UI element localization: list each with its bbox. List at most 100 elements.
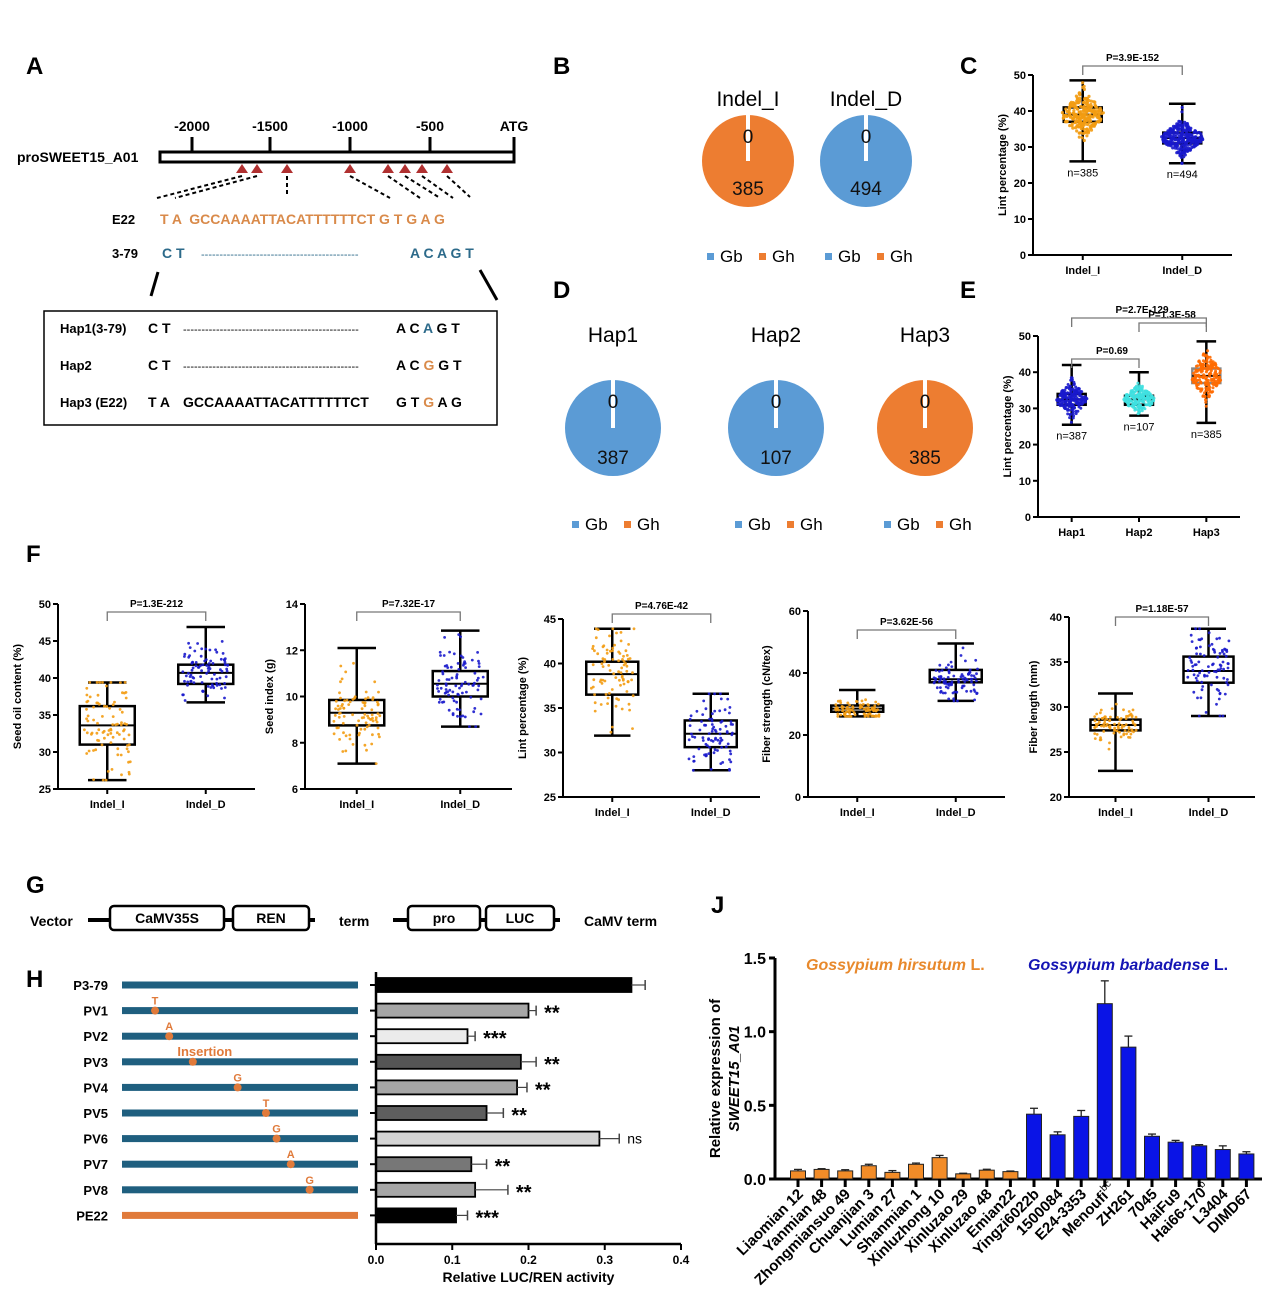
panel-letter-c: C bbox=[960, 53, 977, 80]
data-point bbox=[952, 697, 956, 701]
data-point bbox=[1221, 714, 1225, 718]
haplotype-gap: ----------------------------------------… bbox=[183, 361, 359, 373]
promoter-activity-chart: P3-79 PV1 ** PV2 *** PV3 ** PV4 ** PV5 ** PV6 ns PV7 *… bbox=[73, 972, 690, 1285]
box-indel_i bbox=[78, 681, 136, 782]
data-point bbox=[104, 778, 108, 782]
data-point bbox=[1215, 383, 1219, 387]
haplotype-left: T A bbox=[148, 394, 170, 410]
data-point bbox=[1112, 731, 1116, 735]
data-point bbox=[127, 760, 130, 764]
data-point bbox=[1147, 392, 1151, 396]
data-point bbox=[631, 671, 634, 675]
species-suffix: L. bbox=[966, 957, 985, 974]
data-point bbox=[939, 678, 943, 681]
data-point bbox=[127, 733, 131, 737]
data-point bbox=[184, 674, 188, 678]
x-tick-label: Indel_D bbox=[1162, 265, 1202, 277]
data-point bbox=[613, 643, 616, 647]
data-point bbox=[624, 662, 627, 665]
data-point bbox=[848, 712, 852, 715]
data-point bbox=[718, 742, 722, 745]
data-point bbox=[729, 760, 733, 764]
data-point bbox=[1198, 627, 1201, 631]
p-value-label: P=1.3E-58 bbox=[1148, 310, 1196, 321]
data-point bbox=[934, 669, 938, 672]
data-point bbox=[1191, 377, 1195, 381]
data-point bbox=[1093, 732, 1097, 735]
data-point bbox=[725, 731, 729, 734]
data-point bbox=[473, 681, 476, 685]
data-point bbox=[610, 725, 614, 729]
y-tick-label: 30 bbox=[544, 748, 556, 760]
data-point bbox=[1142, 396, 1146, 399]
y-tick-label: 0 bbox=[795, 792, 801, 804]
data-point bbox=[1194, 676, 1198, 680]
data-points bbox=[1060, 81, 1105, 143]
data-point bbox=[1190, 661, 1194, 664]
activity-bar bbox=[375, 1207, 457, 1224]
data-point bbox=[188, 654, 192, 657]
data-point bbox=[1197, 714, 1201, 718]
haplotype-variant-base: G bbox=[423, 394, 434, 410]
data-point bbox=[116, 722, 119, 726]
data-point bbox=[441, 672, 445, 676]
expression-bar bbox=[931, 1157, 948, 1180]
data-point bbox=[619, 671, 623, 674]
data-point bbox=[728, 711, 731, 715]
data-point bbox=[1127, 730, 1130, 733]
data-point bbox=[1128, 398, 1132, 402]
data-point bbox=[946, 686, 950, 690]
variant-label: Insertion bbox=[177, 1044, 232, 1059]
data-point bbox=[1217, 689, 1221, 692]
data-point bbox=[225, 669, 229, 673]
data-point bbox=[1093, 737, 1097, 740]
data-point bbox=[620, 666, 624, 670]
panel-h: H P3-79 PV1 ** PV2 *** PV3 ** PV4 ** PV5 ** PV6 ns PV… bbox=[26, 966, 690, 1285]
data-point bbox=[437, 679, 441, 682]
data-point bbox=[103, 704, 106, 708]
data-point bbox=[687, 757, 691, 761]
data-points bbox=[687, 692, 734, 772]
data-point bbox=[363, 713, 367, 716]
data-point bbox=[625, 664, 629, 668]
data-point bbox=[1095, 115, 1099, 119]
data-point bbox=[1196, 696, 1199, 700]
x-tick-label: Indel_I bbox=[595, 807, 630, 819]
data-point bbox=[188, 646, 192, 649]
data-point bbox=[1078, 113, 1082, 117]
data-point bbox=[190, 661, 194, 665]
box-indel_i bbox=[585, 627, 640, 737]
data-point bbox=[688, 717, 692, 721]
pie-label-zero: 0 bbox=[920, 392, 931, 413]
data-point bbox=[1211, 360, 1215, 364]
data-point bbox=[1060, 111, 1064, 115]
data-point bbox=[1200, 137, 1204, 141]
data-point bbox=[1135, 393, 1139, 397]
data-point bbox=[370, 742, 374, 746]
data-point bbox=[471, 684, 475, 687]
data-point bbox=[1076, 123, 1080, 127]
activity-bar bbox=[375, 1079, 518, 1096]
data-point bbox=[953, 690, 957, 694]
activity-bar bbox=[375, 1181, 477, 1198]
data-point bbox=[1070, 122, 1074, 126]
data-point bbox=[1074, 390, 1078, 394]
data-point bbox=[707, 732, 711, 735]
data-point bbox=[337, 726, 340, 730]
y-tick-label: 25 bbox=[1050, 747, 1062, 759]
data-point bbox=[708, 717, 711, 721]
data-point bbox=[1216, 366, 1219, 370]
legend-swatch-gh bbox=[877, 253, 884, 260]
significance-bracket bbox=[1114, 616, 1210, 626]
panel-letter-e: E bbox=[960, 277, 976, 304]
data-point bbox=[1136, 412, 1140, 416]
data-point bbox=[1080, 125, 1084, 129]
y-tick-label: 20 bbox=[1050, 792, 1062, 804]
data-point bbox=[473, 671, 477, 675]
data-point bbox=[1210, 363, 1214, 367]
data-point bbox=[436, 687, 439, 690]
species-suffix: L. bbox=[1209, 957, 1228, 974]
data-point bbox=[1093, 719, 1097, 723]
data-point bbox=[123, 722, 127, 725]
significance-bracket bbox=[1071, 317, 1207, 327]
